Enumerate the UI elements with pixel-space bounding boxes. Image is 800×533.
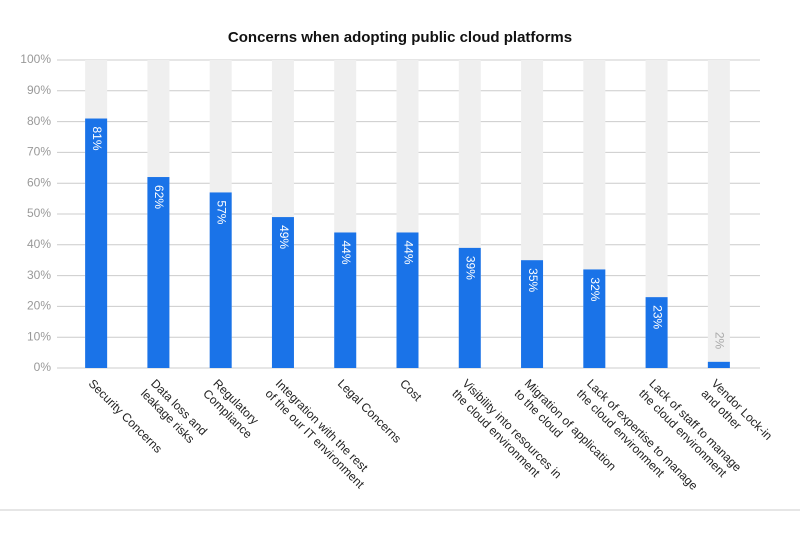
y-tick-label: 20% xyxy=(27,299,51,313)
bar xyxy=(85,118,108,369)
y-tick-label: 100% xyxy=(20,52,51,66)
x-tick-label: Legal Concerns xyxy=(335,376,404,445)
bar-track xyxy=(645,60,668,368)
value-label: 32% xyxy=(588,277,602,301)
bar xyxy=(645,297,668,368)
y-tick-label: 70% xyxy=(27,145,51,159)
y-tick-label: 30% xyxy=(27,268,51,282)
bar xyxy=(521,260,544,368)
value-label: 2% xyxy=(713,332,727,350)
value-label: 49% xyxy=(277,225,291,249)
y-tick-label: 90% xyxy=(27,83,51,97)
x-tick-label: Cost xyxy=(397,376,425,404)
bar xyxy=(458,247,481,368)
value-label: 57% xyxy=(215,200,229,224)
value-label: 62% xyxy=(152,185,166,209)
y-tick-label: 0% xyxy=(34,360,52,374)
bar xyxy=(147,177,170,368)
y-tick-label: 80% xyxy=(27,114,51,128)
x-tick-label: RegulatoryCompliance xyxy=(200,376,265,441)
bar xyxy=(396,232,419,368)
value-label: 81% xyxy=(90,127,104,151)
value-label: 39% xyxy=(464,256,478,280)
bar-track xyxy=(707,60,730,368)
y-tick-label: 60% xyxy=(27,175,51,189)
bar xyxy=(707,361,730,368)
bar xyxy=(271,217,294,368)
value-label: 35% xyxy=(526,268,540,292)
y-tick-label: 10% xyxy=(27,329,51,343)
y-tick-label: 40% xyxy=(27,237,51,251)
y-tick-label: 50% xyxy=(27,206,51,220)
bar xyxy=(583,269,606,368)
bar xyxy=(334,232,357,368)
value-label: 44% xyxy=(401,240,415,264)
value-label: 23% xyxy=(650,305,664,329)
value-label: 44% xyxy=(339,240,353,264)
bar xyxy=(209,192,232,368)
chart-title: Concerns when adopting public cloud plat… xyxy=(228,29,572,46)
